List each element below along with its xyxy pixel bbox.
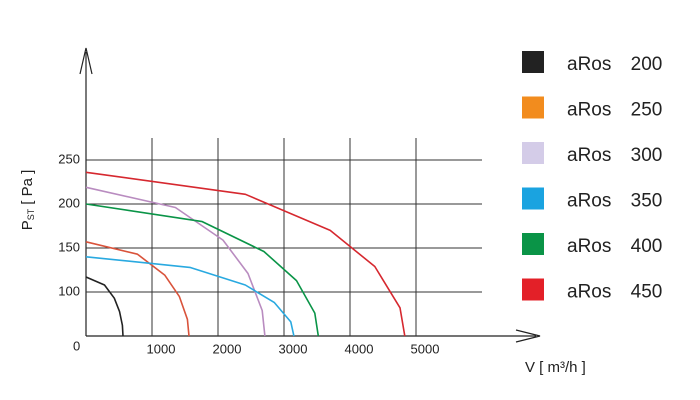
x-tick-label: 4000 [345, 341, 374, 356]
legend-swatch [522, 51, 544, 73]
x-tick-label: 2000 [213, 341, 242, 356]
x-tick-label: 1000 [147, 341, 176, 356]
legend-label: aRos 300 [567, 145, 662, 166]
fan-curve [85, 171, 406, 337]
y-axis-label: PST [ Pa ] [19, 170, 36, 231]
x-tick-label: 3000 [279, 341, 308, 356]
fan-curve [85, 241, 190, 337]
legend-label: aRos 200 [567, 54, 662, 75]
y-label-main: P [19, 220, 36, 230]
legend-swatch [522, 96, 544, 119]
fan-curve [85, 256, 295, 337]
y-axis-arrow [79, 47, 93, 75]
y-label-sub: ST [26, 208, 36, 220]
legend-label: aRos 450 [567, 282, 662, 303]
y-tick-label: 200 [58, 195, 80, 210]
fan-curve [85, 186, 266, 337]
origin-label: 0 [73, 338, 80, 353]
x-tick-label: 5000 [411, 341, 440, 356]
fan-curve [85, 276, 124, 337]
legend-swatch [522, 278, 544, 301]
legend-label: aRos 400 [567, 236, 662, 257]
y-tick-label: 150 [58, 239, 80, 254]
y-label-unit: [ Pa ] [19, 170, 36, 205]
x-axis-label: V [ m³/h ] [525, 359, 586, 376]
y-tick-label: 100 [58, 283, 80, 298]
legend-label: aRos 250 [567, 100, 662, 121]
x-axis-arrow [515, 329, 541, 343]
legend-label: aRos 350 [567, 191, 662, 212]
legend-swatch [522, 142, 544, 164]
legend-swatch [522, 187, 544, 210]
y-tick-label: 250 [58, 151, 80, 166]
fan-curve [85, 203, 320, 337]
legend-swatch [522, 233, 544, 255]
